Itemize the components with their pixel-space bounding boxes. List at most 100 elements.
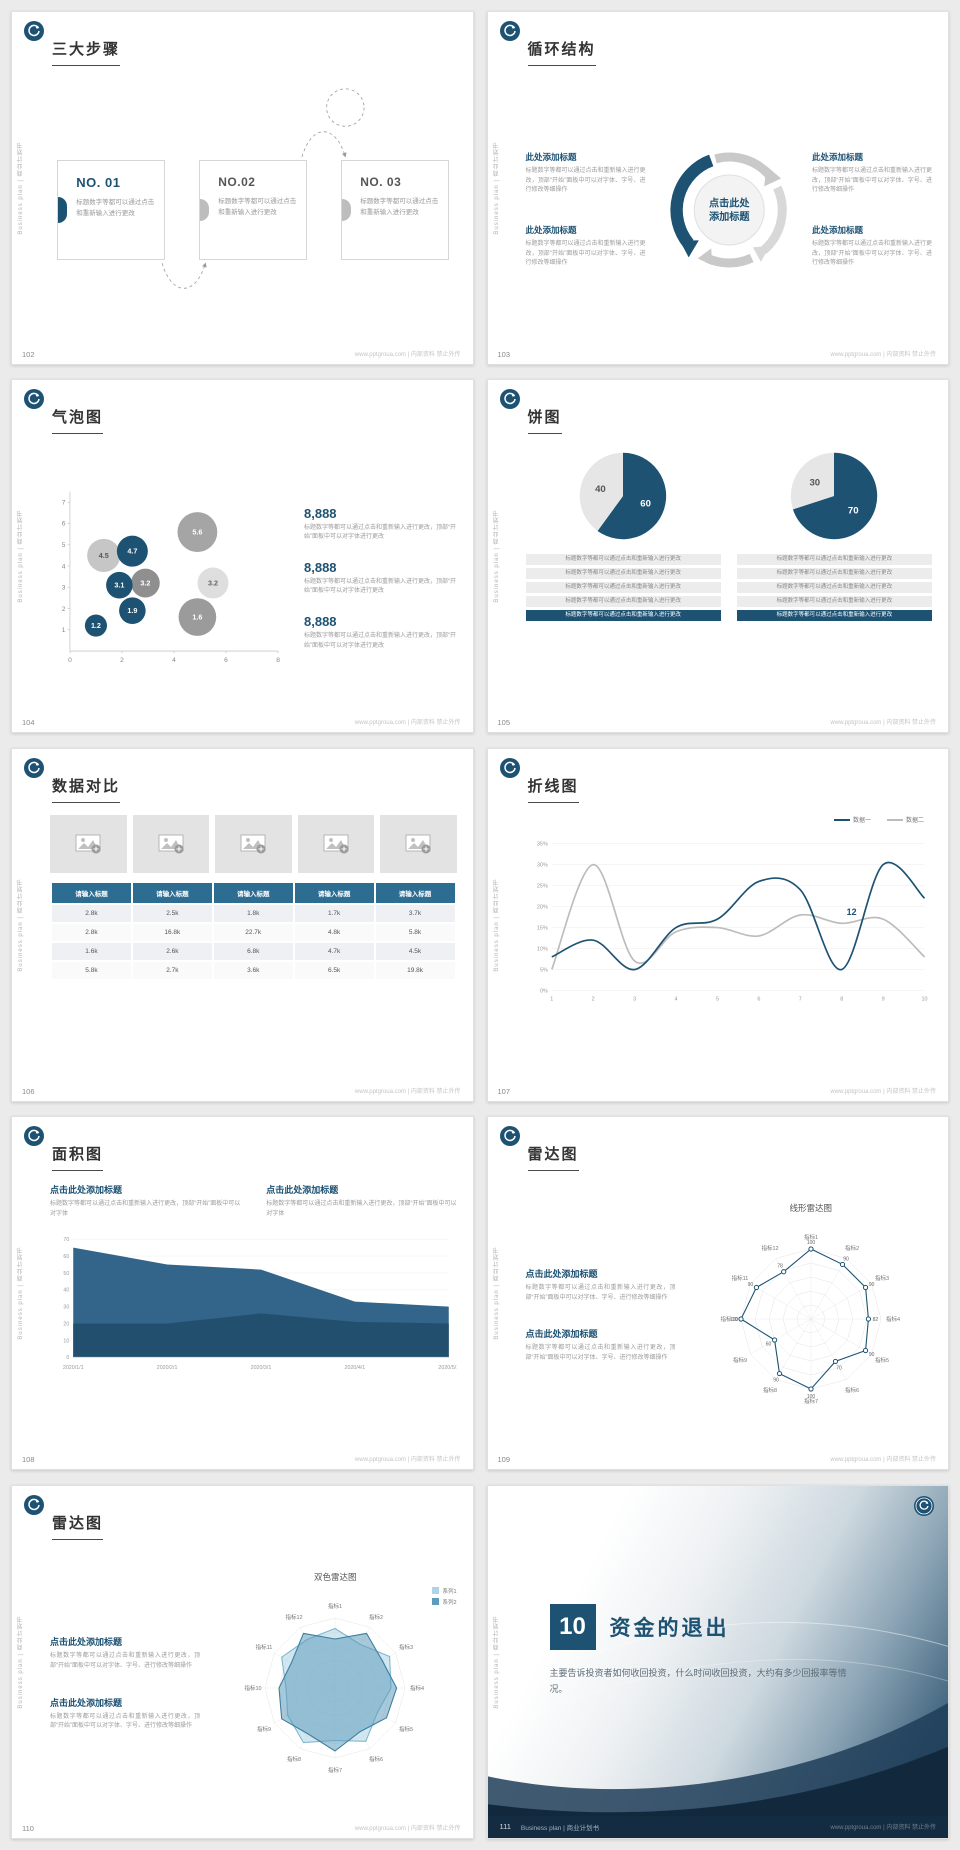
svg-text:30: 30	[810, 478, 821, 489]
slide-thumbnail-107[interactable]: Business plan | 商业计划书 折线图 数据一 数据二 0% 5% 10…	[486, 747, 949, 1102]
section-footer-bar: 111 Business plan | 商业计划书 www.pptgroua.c…	[487, 1815, 948, 1838]
slide-thumbnail-111[interactable]: Business plan | 商业计划书 10 资金的退出 主要告诉投资者如何…	[486, 1484, 949, 1839]
step-tab-icon	[342, 199, 352, 221]
pie-caption: 标题数字等都可以通过点击和重新输入进行更改	[525, 596, 721, 608]
footer-watermark: www.pptgroua.com | 内部资料 禁止外传	[354, 352, 461, 358]
stat-item: 8,888 标题数字等都可以通过点击和重新输入进行更改，顶部“开始”面板中可以对…	[304, 560, 457, 597]
svg-text:10%: 10%	[536, 946, 547, 952]
pie-caption: 标题数字等都可以通过点击和重新输入进行更改	[525, 582, 721, 594]
footer-label: Business plan | 商业计划书	[520, 1824, 600, 1832]
pie-slice	[579, 453, 624, 532]
block-heading: 点击此处添加标题	[50, 1697, 123, 1708]
slide-thumbnail-110[interactable]: Business plan | 商业计划书 雷达图 点击此处添加标题 标题数字等…	[11, 1484, 474, 1839]
brand-logo-icon	[499, 757, 520, 778]
table-header-cell: 请输入标题	[213, 882, 293, 903]
svg-text:指标10: 指标10	[245, 1684, 262, 1692]
pie-caption: 标题数字等都可以通过点击和重新输入进行更改	[525, 554, 721, 566]
svg-text:指标4: 指标4	[410, 1684, 424, 1692]
block-text: 标题数字等都可以通过点击和重新输入进行更改，顶部“开始”面板中可以对字体、字号、…	[812, 241, 933, 267]
svg-text:1.6: 1.6	[192, 613, 202, 622]
block-heading: 点击此处添加标题	[50, 1185, 123, 1196]
brand-logo-icon	[914, 1495, 934, 1516]
slide-content: 点击此处添加标题 标题数字等都可以通过点击和重新输入进行更改，顶部“开始”面板中…	[526, 1183, 933, 1447]
svg-text:2020/1/1: 2020/1/1	[63, 1365, 84, 1371]
block-text: 标题数字等都可以通过点击和重新输入进行更改，顶部“开始”面板中可以对字体	[50, 1201, 241, 1217]
pie-caption-highlight: 标题数字等都可以通过点击和重新输入进行更改	[736, 610, 932, 622]
step-text: 标题数字等都可以通过点击和重新输入进行更改	[76, 199, 155, 218]
slide-thumbnail-102[interactable]: Business plan | 商业计划书 三大步骤 NO. 01 标题数字等都…	[11, 11, 474, 365]
page-number: 106	[22, 1086, 35, 1096]
radar-text-block: 点击此处添加标题 标题数字等都可以通过点击和重新输入进行更改，顶部“开始”面板中…	[50, 1635, 200, 1671]
pie-column-2: 70 30 标题数字等都可以通过点击和重新输入进行更改 标题数字等都可以通过点击和重…	[736, 446, 932, 710]
svg-text:70: 70	[63, 1237, 69, 1243]
slide-thumbnail-106[interactable]: Business plan | 商业计划书 数据对比 请输入标题 请输入标题 请输入…	[11, 747, 474, 1102]
bubble	[116, 536, 148, 568]
svg-text:3.2: 3.2	[208, 579, 218, 588]
section-background-waves	[487, 1621, 948, 1838]
page-number: 105	[497, 718, 511, 728]
page-number: 109	[497, 1455, 511, 1465]
svg-text:20%: 20%	[536, 904, 547, 910]
svg-text:5: 5	[62, 542, 66, 549]
stat-text: 标题数字等都可以通过点击和重新输入进行更改，顶部“开始”面板中可以对字体进行更改	[304, 632, 456, 649]
slide-thumbnail-104[interactable]: Business plan | 商业计划书 气泡图 1 2 3 4 5 6 7 0 2 4 6 8 5.…	[11, 379, 474, 734]
brand-logo-icon	[24, 757, 44, 778]
section-body-text: 主要告诉投资者如何收回投资，什么时间收回投资，大约有多少回报率等情况。	[549, 1667, 847, 1695]
table-cell: 16.8k	[132, 923, 212, 941]
slide-content: 数据一 数据二 0% 5% 10% 15% 20% 25% 30% 35% 1 2 3 4 5 6 7 8 9 1…	[526, 815, 933, 1079]
footer-watermark: www.pptgroua.com | 内部资料 禁止外传	[830, 352, 936, 358]
image-placeholder	[50, 814, 127, 873]
table-cell: 6.8k	[213, 942, 293, 960]
svg-text:5%: 5%	[539, 967, 547, 973]
step-number: NO. 01	[76, 175, 121, 190]
svg-text:指标1: 指标1	[328, 1602, 342, 1610]
block-heading: 此处添加标题	[525, 152, 577, 163]
svg-text:60: 60	[640, 499, 651, 510]
footer-watermark: www.pptgroua.com | 内部资料 禁止外传	[354, 720, 461, 727]
slide-title: 气泡图	[52, 406, 104, 435]
comparison-table: 请输入标题 请输入标题 请输入标题 请输入标题 请输入标题 2.8k 2.5k 1.8k 1.7…	[50, 881, 457, 981]
block-heading: 此处添加标题	[812, 225, 864, 235]
slide-thumbnail-109[interactable]: Business plan | 商业计划书 雷达图 点击此处添加标题 标题数字等…	[486, 1116, 949, 1471]
stat-value: 8,888	[304, 505, 337, 521]
slide-thumbnail-103[interactable]: Business plan | 商业计划书 循环结构 此处添加标题 标题数字等都…	[486, 11, 949, 365]
sidebar-watermark: Business plan | 商业计划书	[18, 141, 24, 235]
sidebar-watermark: Business plan | 商业计划书	[493, 141, 500, 235]
table-cell: 3.6k	[213, 961, 293, 979]
svg-text:9: 9	[881, 996, 884, 1002]
svg-text:60: 60	[63, 1254, 69, 1260]
chart-legend: 系列1 系列2	[432, 1586, 457, 1606]
radar-text-block: 点击此处添加标题 标题数字等都可以通过点击和重新输入进行更改，顶部“开始”面板中…	[526, 1267, 676, 1303]
slide-thumbnail-105[interactable]: Business plan | 商业计划书 饼图 60 40 标题数字等都可以通过…	[486, 379, 949, 734]
brand-logo-icon	[24, 389, 44, 410]
svg-text:指标12: 指标12	[286, 1613, 303, 1621]
pie-slice	[791, 453, 835, 510]
image-placeholder-icon	[158, 834, 184, 854]
table-cell: 2.5k	[132, 904, 212, 922]
block-heading: 此处添加标题	[812, 152, 864, 163]
svg-text:90: 90	[869, 1282, 875, 1288]
legend-item: 数据一	[833, 815, 871, 824]
pie-caption: 标题数字等都可以通过点击和重新输入进行更改	[525, 568, 721, 580]
footer-watermark: www.pptgroua.com | 内部资料 禁止外传	[354, 1457, 461, 1464]
svg-text:30%: 30%	[536, 862, 547, 868]
block-text: 标题数字等都可以通过点击和重新输入进行更改，顶部“开始”面板中可以对字体、字号、…	[812, 168, 933, 194]
svg-text:指标3: 指标3	[399, 1643, 413, 1651]
block-heading: 点击此处添加标题	[525, 1329, 598, 1340]
slide-title: 雷达图	[527, 1143, 579, 1172]
pie-column-1: 60 40 标题数字等都可以通过点击和重新输入进行更改 标题数字等都可以通过点击和重…	[525, 446, 721, 710]
table-cell: 2.8k	[52, 923, 131, 941]
svg-text:40: 40	[595, 484, 606, 495]
pie-slice	[793, 453, 878, 540]
svg-text:指标9: 指标9	[257, 1725, 271, 1733]
svg-text:100: 100	[807, 1394, 816, 1400]
table-header-cell: 请输入标题	[294, 882, 374, 903]
slide-thumbnail-108[interactable]: Business plan | 商业计划书 面积图 点击此处添加标题 标题数字等…	[11, 1116, 474, 1471]
cycle-diagram: 点击此处 添加标题	[669, 152, 787, 268]
footer-watermark: www.pptgroua.com | 内部资料 禁止外传	[830, 1088, 936, 1095]
footer-watermark: www.pptgroua.com | 内部资料 禁止外传	[830, 1457, 936, 1464]
legend-label: 系列2	[442, 1599, 457, 1606]
block-text: 标题数字等都可以通过点击和重新输入进行更改，顶部“开始”面板中可以对字体、字号、…	[525, 168, 646, 194]
area-text-block: 点击此处添加标题 标题数字等都可以通过点击和重新输入进行更改，顶部“开始”面板中…	[50, 1183, 240, 1219]
stat-text: 标题数字等都可以通过点击和重新输入进行更改，顶部“开始”面板中可以对字体进行更改	[304, 578, 456, 595]
